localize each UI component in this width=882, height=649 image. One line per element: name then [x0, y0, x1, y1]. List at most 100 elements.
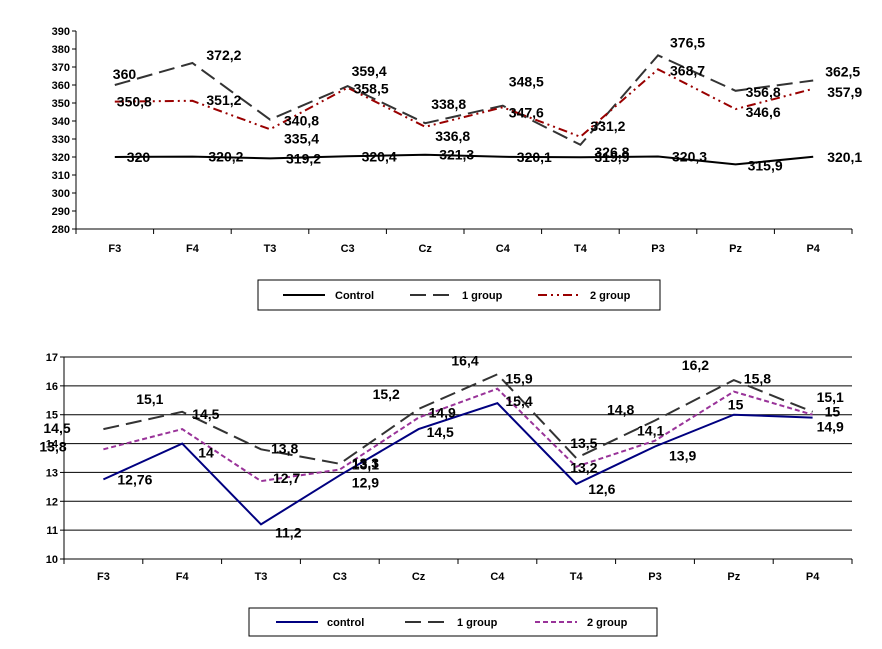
- x-tick-label: C3: [341, 243, 355, 255]
- data-label: 13,8: [39, 438, 66, 454]
- legend-entry: Control: [335, 290, 374, 302]
- data-label: 359,4: [352, 63, 387, 79]
- data-label: 351,2: [206, 92, 241, 108]
- data-label: 14,9: [429, 405, 456, 421]
- data-label: 331,2: [590, 118, 625, 134]
- data-label: 13,3: [352, 455, 379, 471]
- data-label: 11,2: [275, 524, 302, 540]
- data-label: 340,8: [284, 113, 319, 129]
- data-label: 358,5: [354, 81, 389, 97]
- data-label: 320,1: [827, 149, 862, 165]
- legend-entry: 1 group: [457, 617, 498, 629]
- y-tick-label: 350: [52, 98, 70, 110]
- legend-entry: control: [327, 617, 364, 629]
- data-label: 12,6: [588, 481, 615, 497]
- data-label: 12,7: [273, 470, 300, 486]
- y-tick-label: 330: [52, 134, 70, 146]
- x-tick-label: Pz: [727, 571, 740, 583]
- data-label: 14,5: [192, 406, 219, 422]
- data-label: 372,2: [206, 47, 241, 63]
- data-label: 13,5: [570, 435, 597, 451]
- x-tick-label: P4: [806, 571, 820, 583]
- data-label: 320,3: [672, 148, 707, 164]
- data-label: 15,1: [136, 391, 163, 407]
- y-tick-label: 390: [52, 26, 70, 38]
- y-tick-label: 280: [52, 224, 70, 236]
- data-label: 338,8: [431, 96, 466, 112]
- data-label: 315,9: [748, 157, 783, 173]
- data-label: 320,1: [517, 149, 552, 165]
- data-label: 319,2: [286, 150, 321, 166]
- y-tick-label: 370: [52, 62, 70, 74]
- data-label: 15,1: [817, 389, 844, 405]
- y-tick-label: 290: [52, 206, 70, 218]
- x-tick-label: F3: [108, 243, 121, 255]
- x-tick-label: T3: [264, 243, 277, 255]
- data-label: 15,4: [505, 393, 532, 409]
- data-label: 319,9: [594, 149, 629, 165]
- data-label: 13,9: [669, 447, 696, 463]
- x-tick-label: C4: [496, 243, 511, 255]
- data-label: 15,9: [505, 371, 532, 387]
- chart-1: 280 290 300 310 320 330 340 350 360 370 380 390 F3 F4…: [52, 26, 862, 311]
- y-tick-label: 15: [46, 410, 58, 422]
- y-tick-label: 300: [52, 188, 70, 200]
- data-label: 368,7: [670, 62, 705, 78]
- data-label: 14,9: [817, 419, 844, 435]
- data-label: 335,4: [284, 130, 319, 146]
- x-tick-label: Pz: [729, 243, 742, 255]
- legend-entry: 2 group: [587, 617, 628, 629]
- data-label: 346,6: [746, 104, 781, 120]
- y-tick-label: 13: [46, 467, 58, 479]
- legend: Control 1 group 2 group: [257, 279, 661, 311]
- y-tick-label: 360: [52, 80, 70, 92]
- x-tick-label: P3: [648, 571, 661, 583]
- data-label: 16,4: [451, 352, 478, 368]
- data-label: 15,8: [744, 371, 771, 387]
- x-tick-label: P3: [651, 243, 664, 255]
- y-tick-label: 320: [52, 152, 70, 164]
- series-line-control: [114, 153, 814, 166]
- data-label: 362,5: [825, 64, 860, 80]
- y-tick-label: 10: [46, 554, 58, 566]
- data-label: 14,5: [427, 424, 454, 440]
- data-label: 14,5: [43, 420, 70, 436]
- y-tick-label: 12: [46, 496, 58, 508]
- y-tick-label: 14: [46, 439, 59, 451]
- data-label: 336,8: [435, 128, 470, 144]
- data-label: 14: [198, 445, 214, 461]
- x-tick-label: T4: [570, 571, 584, 583]
- data-label: 15: [825, 404, 841, 420]
- legend: control 1 group 2 group: [248, 607, 658, 637]
- data-label: 321,3: [439, 147, 474, 163]
- x-tick-label: T3: [255, 571, 268, 583]
- data-label: 320,4: [362, 148, 397, 164]
- series-line-2-group: [114, 68, 814, 138]
- data-label: 15,2: [373, 386, 400, 402]
- x-tick-label: C3: [333, 571, 347, 583]
- data-label: 12,9: [352, 474, 379, 490]
- x-tick-label: T4: [574, 243, 588, 255]
- data-label: 326,8: [594, 144, 629, 160]
- data-label: 356,8: [746, 84, 781, 100]
- data-label: 320: [127, 149, 151, 165]
- y-tick-label: 17: [46, 352, 58, 364]
- data-label: 13,1: [352, 457, 379, 473]
- data-label: 348,5: [509, 74, 544, 90]
- data-label: 13,2: [570, 460, 597, 476]
- y-tick-label: 310: [52, 170, 70, 182]
- data-label: 360: [113, 66, 137, 82]
- y-tick-label: 380: [52, 44, 70, 56]
- series-line-control: [102, 402, 813, 526]
- data-label: 320,2: [208, 149, 243, 165]
- x-tick-label: Cz: [412, 571, 426, 583]
- series-line-1-group: [114, 54, 814, 147]
- data-label: 14,1: [637, 423, 664, 439]
- data-label: 376,5: [670, 34, 705, 50]
- legend-entry: 1 group: [462, 290, 503, 302]
- data-label: 350,8: [117, 94, 152, 110]
- data-label: 347,6: [509, 104, 544, 120]
- data-label: 16,2: [682, 357, 709, 373]
- series-line-1-group: [103, 373, 813, 465]
- legend-entry: 2 group: [590, 290, 631, 302]
